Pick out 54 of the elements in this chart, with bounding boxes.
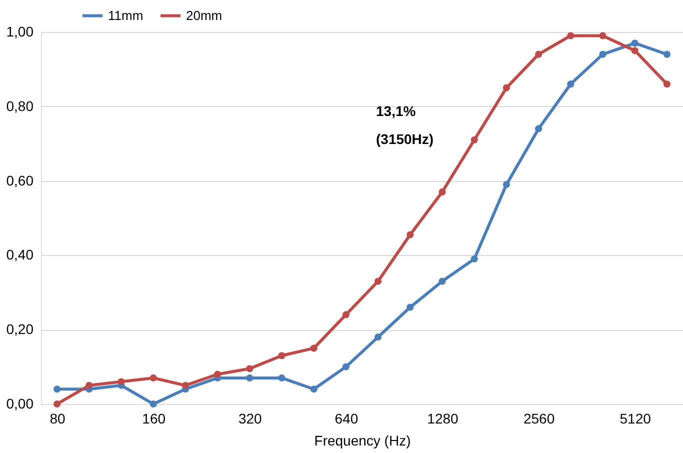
point	[374, 334, 382, 341]
y-tick-label: 0,80	[6, 98, 34, 114]
annotation: (3150Hz)	[376, 131, 434, 147]
point	[599, 32, 606, 40]
point	[663, 80, 670, 88]
point	[182, 382, 189, 389]
point	[406, 231, 414, 238]
point	[246, 374, 254, 382]
y-tick-label: 0,20	[6, 321, 34, 338]
point	[246, 365, 254, 372]
x-tick-label: 320	[238, 410, 262, 426]
point	[150, 374, 157, 382]
y-tick-label: 0,60	[6, 172, 34, 188]
point	[406, 304, 414, 311]
point	[438, 278, 446, 285]
point	[631, 47, 638, 54]
x-tick-label: 640	[334, 410, 358, 426]
point	[342, 363, 350, 370]
legend-label: 20mm	[186, 8, 222, 23]
point	[535, 50, 542, 58]
y-tick-label: 0,00	[6, 396, 34, 412]
point	[54, 386, 61, 393]
point	[663, 50, 670, 58]
annotation: 13,1%	[376, 103, 416, 119]
point	[438, 188, 446, 196]
point	[86, 382, 93, 389]
point	[599, 50, 606, 58]
x-tick-label: 2560	[523, 410, 555, 426]
point	[342, 311, 350, 318]
x-axis-title: Frequency (Hz)	[314, 432, 411, 448]
point	[374, 278, 382, 285]
point	[118, 378, 125, 386]
x-tick-label: 160	[142, 410, 166, 426]
point	[470, 136, 478, 144]
point	[502, 84, 510, 92]
x-tick-label: 80	[50, 410, 66, 426]
point	[54, 400, 61, 408]
x-tick-label: 5120	[620, 410, 652, 426]
y-tick-label: 1,00	[6, 24, 34, 40]
point	[214, 370, 222, 378]
point	[567, 32, 574, 40]
point	[150, 400, 157, 408]
legend-label: 11mm	[108, 8, 144, 23]
point	[278, 374, 286, 382]
point	[502, 180, 510, 188]
point	[278, 352, 286, 360]
point	[310, 386, 318, 393]
point	[567, 80, 574, 88]
point	[535, 125, 542, 132]
point	[631, 40, 638, 47]
point	[310, 344, 318, 352]
y-tick-label: 0,40	[6, 246, 34, 263]
point	[470, 255, 478, 262]
x-tick-label: 1280	[427, 410, 459, 426]
